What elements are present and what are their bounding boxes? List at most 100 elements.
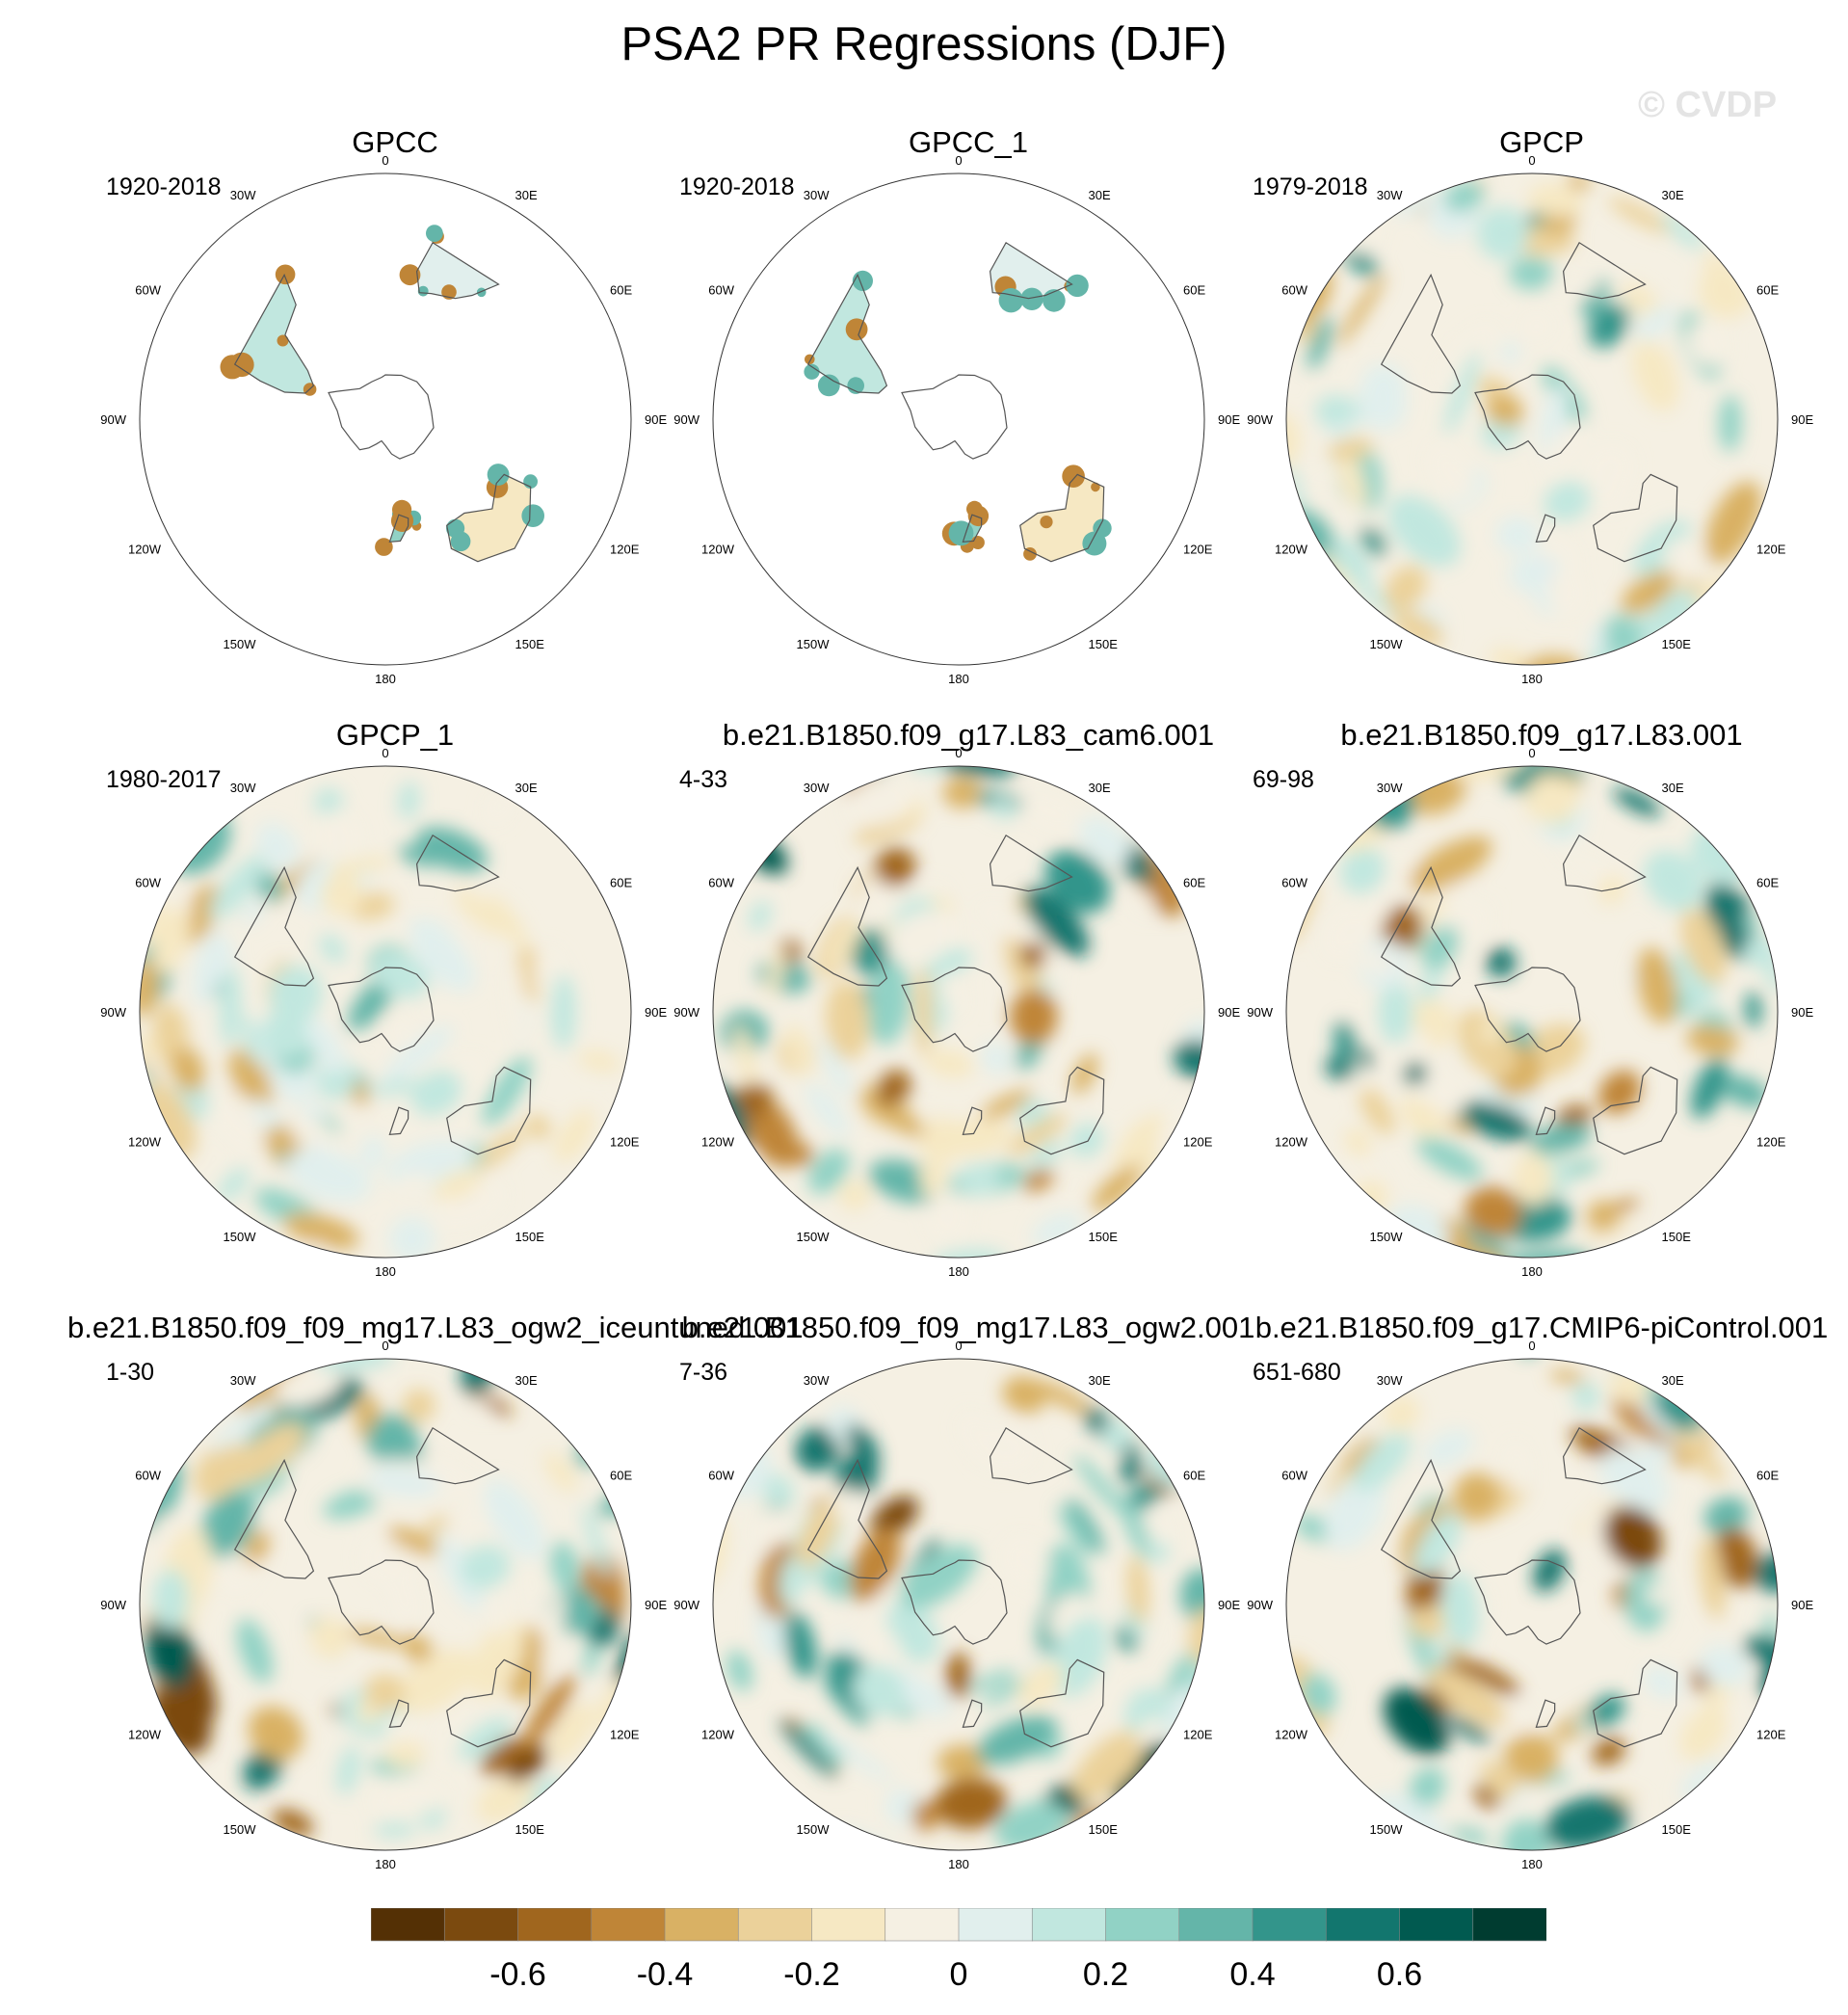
field-anomaly — [1360, 526, 1387, 557]
field-anomaly — [460, 1545, 511, 1590]
field-anomaly — [981, 1042, 1013, 1074]
field-anomaly — [1119, 1495, 1152, 1561]
field-anomaly — [1680, 908, 1727, 984]
field-anomaly — [1071, 1730, 1146, 1801]
field-anomaly — [795, 1497, 842, 1571]
field-anomaly — [1703, 1497, 1749, 1535]
field-anomaly — [194, 1442, 248, 1499]
coastline-new-zealand — [388, 1106, 409, 1135]
field-anomaly — [1022, 1169, 1054, 1192]
map-panel-5: b.e21.B1850.f09_g17.L83_cam6.001 4-33 0 30E… — [673, 718, 1257, 1315]
watermark: © CVDP — [1638, 85, 1778, 125]
colorbar-tick-label: 0.4 — [1229, 1956, 1275, 1993]
longitude-label: 60E — [610, 283, 632, 298]
field-anomaly — [1441, 1573, 1480, 1648]
field-anomaly — [389, 1216, 436, 1258]
colorbar-swatch — [517, 1907, 593, 1942]
field-anomaly — [978, 902, 1043, 944]
longitude-label: 30W — [1377, 781, 1403, 795]
panel-title: GPCC_1 — [908, 125, 1029, 159]
longitude-label: 150W — [1370, 1822, 1404, 1837]
field-anomaly — [1527, 183, 1584, 218]
panel-title: b.e21.B1850.f09_g17.CMIP6-piControl.001 — [1254, 1311, 1829, 1344]
colorbar-swatch — [811, 1907, 886, 1942]
field-anomaly — [1073, 1454, 1126, 1516]
field-anomaly — [1457, 1009, 1517, 1078]
coastline-africa — [415, 1426, 500, 1485]
field-anomaly — [1587, 1200, 1619, 1233]
field-anomaly — [1007, 1113, 1068, 1156]
longitude-label: 180 — [1521, 672, 1543, 686]
field-anomaly — [1393, 611, 1444, 648]
coastline-antarctica — [901, 1559, 1008, 1645]
colorbar-swatch — [443, 1907, 519, 1942]
field-anomaly — [779, 1554, 804, 1606]
field-anomaly — [1686, 1024, 1739, 1056]
coastline-south-america — [806, 273, 888, 394]
field-anomaly — [1745, 991, 1762, 1028]
polar-map: 0 30E 60E 90E 120E 150E 180 150W 120W 90W 60W 30W — [1247, 153, 1813, 686]
field-anomaly — [416, 1456, 484, 1497]
field-anomaly — [1705, 481, 1761, 564]
field-anomaly — [1027, 1143, 1063, 1169]
field-anomaly — [1613, 787, 1661, 816]
field-anomaly — [874, 847, 916, 888]
field-anomaly — [1633, 519, 1692, 578]
land-anomaly — [998, 288, 1023, 313]
longitude-label: 120W — [128, 543, 162, 557]
longitude-label: 90W — [1247, 1005, 1273, 1020]
field-anomaly — [219, 968, 242, 1047]
field-anomaly — [826, 918, 859, 969]
field-anomaly — [1632, 337, 1679, 411]
longitude-label: 60W — [708, 876, 734, 890]
field-anomaly — [726, 1650, 753, 1692]
field-anomaly — [939, 766, 1018, 777]
longitude-label: 120W — [701, 543, 735, 557]
longitude-label: 90E — [1791, 1598, 1813, 1612]
field-anomaly — [1719, 394, 1742, 452]
field-anomaly — [1126, 1554, 1149, 1624]
map-panel-3: GPCP 1979-2018 0 30E 60E 90E 120E 150E 180 150W 12… — [1247, 125, 1831, 723]
coastline-australia — [1019, 1658, 1105, 1748]
longitude-label: 30E — [515, 188, 538, 202]
field-anomaly — [805, 1082, 850, 1138]
coastline-africa — [415, 834, 500, 892]
field-anomaly — [367, 1780, 450, 1817]
coastline-australia — [446, 473, 532, 563]
coastline-australia — [1593, 1658, 1678, 1748]
longitude-label: 30E — [1089, 781, 1111, 795]
coastline-africa — [989, 834, 1073, 892]
field-anomaly — [967, 1419, 1035, 1472]
field-anomaly — [844, 775, 913, 828]
longitude-label: 90E — [1791, 1005, 1813, 1020]
land-anomaly — [417, 285, 429, 297]
field-anomaly — [1387, 494, 1461, 567]
map-boundary — [1285, 765, 1779, 1259]
field-anomaly — [1286, 412, 1301, 467]
coastline-africa — [1562, 1426, 1647, 1485]
coastline-antarctica — [901, 374, 1008, 460]
field-anomaly — [1592, 1737, 1626, 1766]
field-anomaly — [1384, 565, 1427, 612]
field-anomaly — [1333, 1021, 1359, 1074]
field-anomaly — [1603, 1505, 1662, 1570]
field-anomaly — [256, 822, 299, 871]
polar-map: 0 30E 60E 90E 120E 150E 180 150W 120W 90W 60W 30W — [100, 153, 667, 686]
land-anomaly — [804, 363, 820, 380]
field-anomaly — [1023, 887, 1090, 957]
field-anomaly — [323, 1488, 383, 1520]
field-anomaly — [1679, 1759, 1723, 1801]
field-anomaly — [1427, 443, 1475, 501]
field-anomaly — [876, 1070, 911, 1107]
field-anomaly — [1069, 1123, 1104, 1157]
field-anomaly — [316, 1059, 357, 1100]
longitude-label: 150E — [1089, 1822, 1119, 1837]
longitude-label: 180 — [1521, 1264, 1543, 1279]
field-anomaly — [388, 1571, 419, 1626]
field-anomaly — [140, 959, 159, 1018]
field-anomaly — [397, 781, 420, 820]
field-anomaly — [484, 1478, 545, 1560]
field-anomaly — [1644, 1666, 1681, 1699]
field-anomaly — [946, 1652, 970, 1699]
longitude-label: 120W — [1275, 1135, 1308, 1150]
